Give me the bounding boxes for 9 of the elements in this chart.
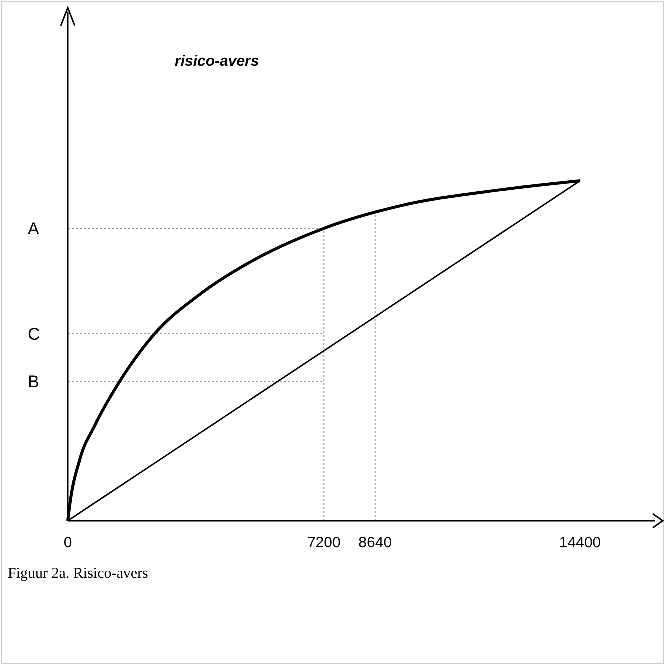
ref-line-label: C: [28, 325, 40, 344]
x-tick-label: 0: [64, 534, 72, 552]
chart-title: risico-avers: [175, 53, 260, 70]
text: Figuur 2a. Risico-avers: [8, 566, 149, 582]
x-tick-label: 14400: [559, 534, 602, 552]
ref-line-label: A: [28, 220, 40, 239]
x-tick-label: 8640: [358, 534, 392, 552]
ref-line-label: B: [28, 372, 40, 392]
x-tick-label: 7200: [307, 534, 341, 552]
